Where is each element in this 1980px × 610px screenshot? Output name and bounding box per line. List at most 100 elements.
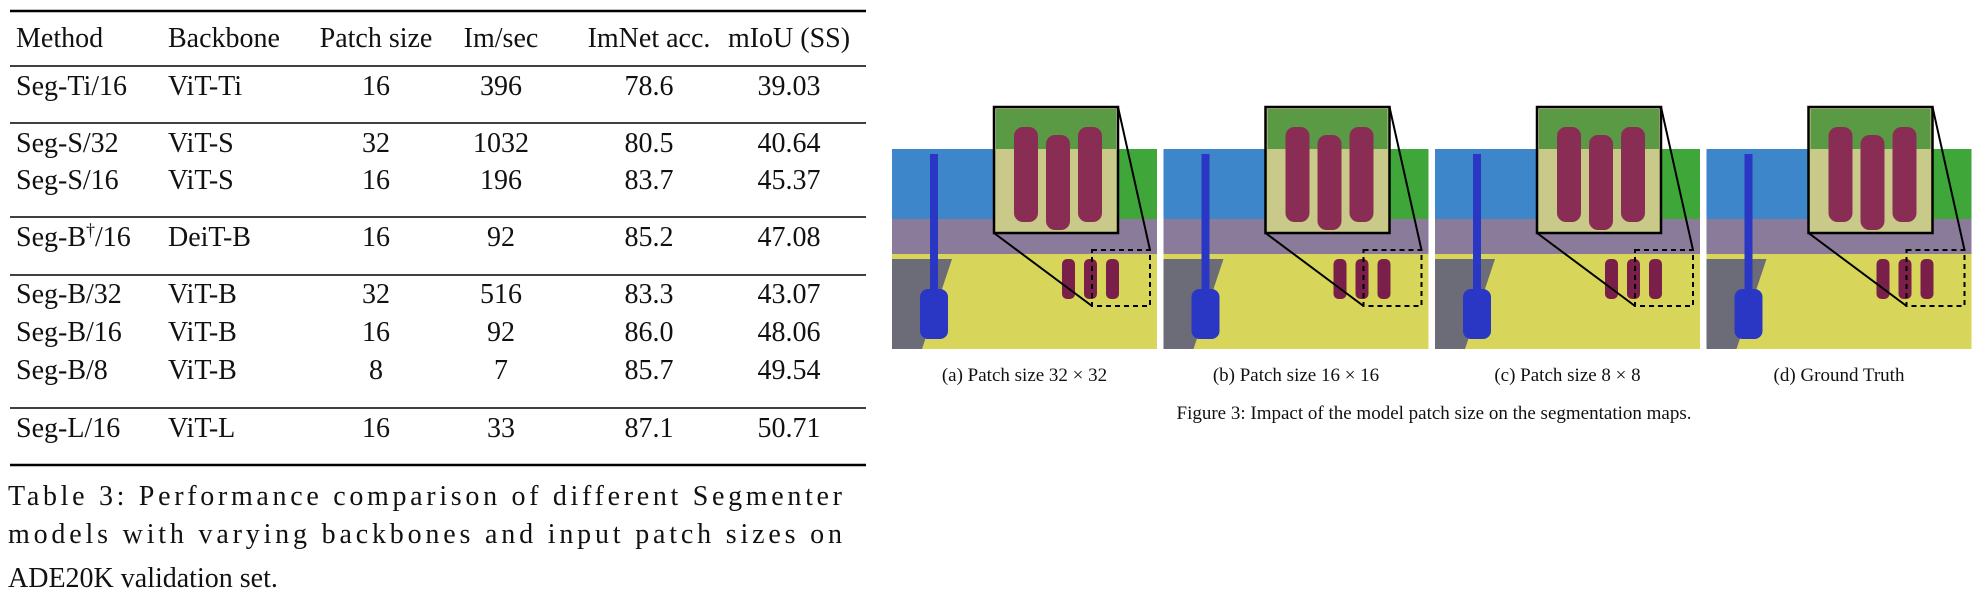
table-cell: 16 bbox=[362, 71, 390, 102]
person bbox=[1605, 259, 1618, 299]
segmentation-image bbox=[892, 105, 1157, 349]
person bbox=[1860, 135, 1885, 230]
table-cell: ViT-S bbox=[168, 165, 234, 196]
person bbox=[1892, 127, 1917, 222]
table-cell: 33 bbox=[487, 413, 515, 444]
header-cell: mIoU (SS) bbox=[728, 23, 850, 54]
table-cell: 50.71 bbox=[758, 413, 821, 444]
table-cell: 85.7 bbox=[625, 355, 674, 386]
lamp-base bbox=[1463, 289, 1491, 339]
table-cell: 80.5 bbox=[625, 128, 674, 159]
table-cell: 16 bbox=[362, 413, 390, 444]
table-cell: 49.54 bbox=[758, 355, 821, 386]
superscript: † bbox=[86, 220, 95, 240]
table-cell: 86.0 bbox=[625, 317, 674, 348]
table-cell: 16 bbox=[362, 222, 390, 253]
table-caption: models with varying backbones and input … bbox=[8, 519, 842, 550]
table-cell: 47.08 bbox=[758, 222, 821, 253]
person bbox=[1317, 135, 1342, 230]
table-cell: 48.06 bbox=[758, 317, 821, 348]
figure-caption: Figure 3: Impact of the model patch size… bbox=[1177, 403, 1692, 424]
table-cell: 87.1 bbox=[625, 413, 674, 444]
person bbox=[1046, 135, 1070, 230]
zoom-line bbox=[1388, 106, 1423, 251]
person bbox=[1355, 259, 1369, 299]
zoom-region bbox=[1905, 249, 1966, 307]
table-cell: 16 bbox=[362, 165, 390, 196]
table-cell: ViT-B bbox=[168, 279, 237, 310]
subcaption: (c) Patch size 8 × 8 bbox=[1494, 365, 1640, 386]
table-cell: Seg-B†/16 bbox=[16, 220, 131, 253]
table-cell: 39.03 bbox=[758, 71, 821, 102]
person bbox=[1828, 127, 1853, 222]
person bbox=[1106, 259, 1119, 299]
lamp-base bbox=[1191, 289, 1220, 339]
zoom-line bbox=[1807, 232, 1908, 307]
table-cell: 45.37 bbox=[758, 165, 821, 196]
table-cell: 396 bbox=[480, 71, 522, 102]
table-cell: Seg-B/8 bbox=[16, 355, 108, 386]
person bbox=[1621, 127, 1645, 222]
lamp-post bbox=[1744, 154, 1753, 304]
header-cell: Im/sec bbox=[464, 23, 539, 54]
person bbox=[1349, 127, 1374, 222]
table-cell: ViT-B bbox=[168, 317, 237, 348]
zoom-line bbox=[1264, 232, 1365, 307]
table-cell: 8 bbox=[369, 355, 383, 386]
person bbox=[1285, 127, 1310, 222]
person bbox=[1649, 259, 1662, 299]
table-cell: 516 bbox=[480, 279, 522, 310]
table-cell: 7 bbox=[494, 355, 508, 386]
table-caption: ADE20K validation set. bbox=[8, 563, 278, 594]
header-cell: ImNet acc. bbox=[588, 23, 711, 54]
person bbox=[1377, 259, 1391, 299]
segmentation-image bbox=[1435, 105, 1700, 349]
table-cell: 43.07 bbox=[758, 279, 821, 310]
table-cell: ViT-Ti bbox=[168, 71, 242, 102]
table-cell: DeiT-B bbox=[168, 222, 251, 253]
table-cell: ViT-L bbox=[168, 413, 235, 444]
person bbox=[1589, 135, 1613, 230]
lamp-base bbox=[920, 289, 948, 339]
person bbox=[1078, 127, 1102, 222]
person bbox=[1627, 259, 1640, 299]
zoom-region bbox=[1362, 249, 1423, 307]
table-cell: Seg-S/32 bbox=[16, 128, 119, 159]
person bbox=[1333, 259, 1347, 299]
zoom-region bbox=[1634, 249, 1694, 307]
zoom-line bbox=[1117, 106, 1151, 251]
table-cell: Seg-L/16 bbox=[16, 413, 120, 444]
table-cell: Seg-Ti/16 bbox=[16, 71, 127, 102]
table-cell: 92 bbox=[487, 222, 515, 253]
subcaption: (b) Patch size 16 × 16 bbox=[1213, 365, 1379, 386]
zoom-line bbox=[1931, 106, 1966, 251]
zoom-line bbox=[1536, 232, 1636, 307]
lamp-post bbox=[930, 154, 938, 304]
zoom-line bbox=[993, 232, 1093, 307]
lamp-post bbox=[1473, 154, 1481, 304]
header-cell: Method bbox=[16, 23, 103, 54]
table-cell: 83.3 bbox=[625, 279, 674, 310]
table-cell: Seg-B/32 bbox=[16, 279, 122, 310]
table-cell: 1032 bbox=[473, 128, 529, 159]
zoom-line bbox=[1660, 106, 1694, 251]
lamp-post bbox=[1201, 154, 1210, 304]
table-cell: 40.64 bbox=[758, 128, 821, 159]
person bbox=[1876, 259, 1890, 299]
zoom-region bbox=[1091, 249, 1151, 307]
table-cell: Seg-S/16 bbox=[16, 165, 119, 196]
table-cell: 32 bbox=[362, 128, 390, 159]
table-cell: 92 bbox=[487, 317, 515, 348]
person bbox=[1062, 259, 1075, 299]
segmentation-image bbox=[1163, 105, 1429, 349]
table-cell: 196 bbox=[480, 165, 522, 196]
person bbox=[1920, 259, 1934, 299]
subcaption: (d) Ground Truth bbox=[1774, 365, 1905, 386]
table-cell: ViT-S bbox=[168, 128, 234, 159]
lamp-base bbox=[1734, 289, 1763, 339]
table-cell: ViT-B bbox=[168, 355, 237, 386]
cell-text: Seg-B bbox=[16, 222, 86, 253]
segmentation-image bbox=[1706, 105, 1972, 349]
table-cell: 78.6 bbox=[625, 71, 674, 102]
